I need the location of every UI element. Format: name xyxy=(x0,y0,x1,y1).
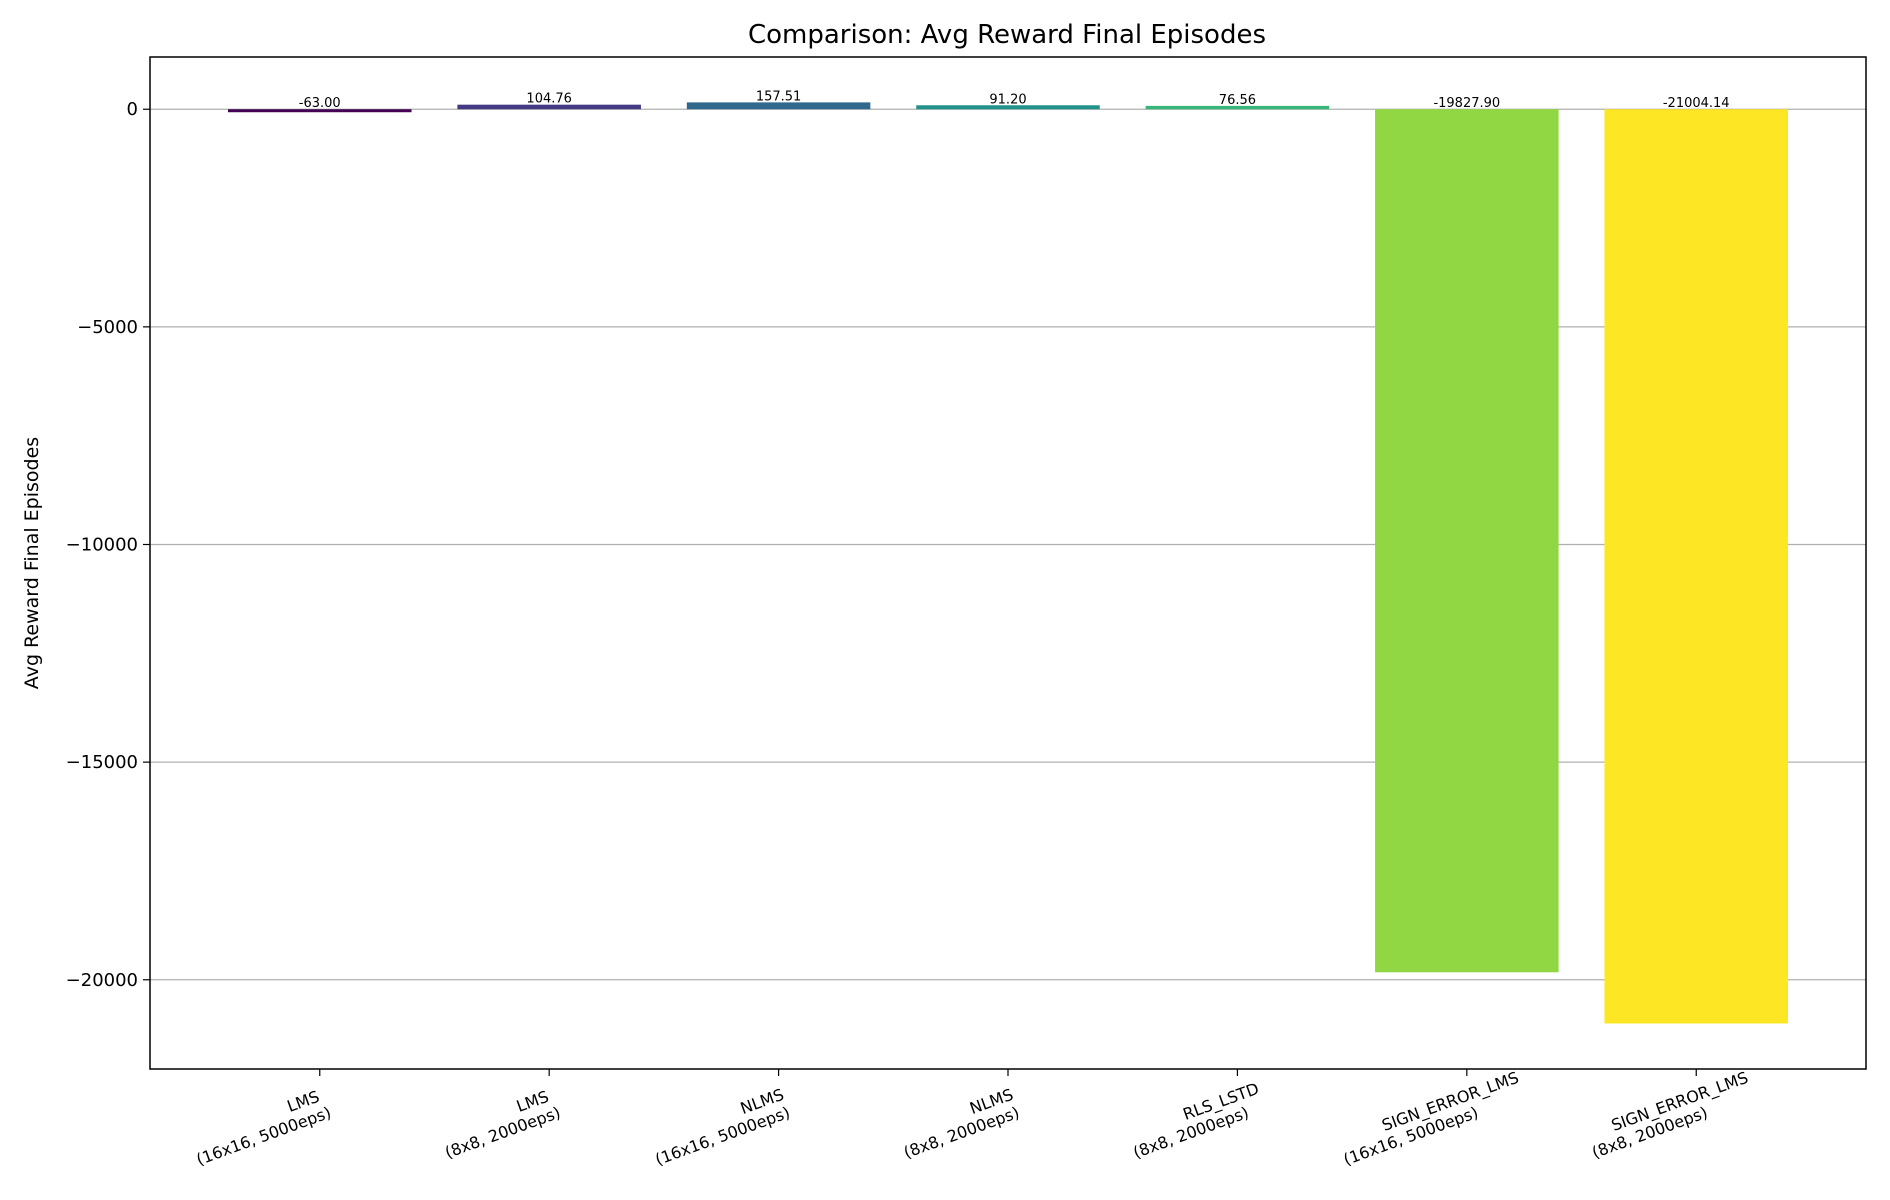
bar xyxy=(916,105,1100,110)
bar xyxy=(457,104,641,110)
y-axis-ticks: 0 −5000 −10000 −15000 −20000 xyxy=(66,99,150,991)
bars xyxy=(228,102,1788,1024)
bar xyxy=(228,109,412,113)
y-tick-label: 0 xyxy=(127,99,138,120)
y-tick-label: −5000 xyxy=(77,317,138,338)
bar-value-label: 76.56 xyxy=(1219,93,1256,108)
bar-value-label: 157.51 xyxy=(756,89,802,104)
y-tick-label: −15000 xyxy=(66,752,138,773)
bar xyxy=(1604,109,1788,1024)
bar-value-label: -19827.90 xyxy=(1433,96,1500,111)
y-axis-label: Avg Reward Final Episodes xyxy=(21,437,43,689)
bar-value-label: 91.20 xyxy=(989,92,1026,107)
bar xyxy=(1145,105,1330,110)
bar-value-labels: -63.00 104.76 157.51 91.20 76.56 -19827.90 -21… xyxy=(299,89,1730,111)
y-tick-label: −20000 xyxy=(66,970,138,991)
bar xyxy=(1375,109,1559,973)
plot-frame xyxy=(149,56,1867,1070)
bar-value-label: -63.00 xyxy=(299,96,341,111)
bar xyxy=(686,102,871,110)
chart-title: Comparison: Avg Reward Final Episodes xyxy=(748,20,1266,50)
bar-value-label: 104.76 xyxy=(526,92,572,107)
y-tick-label: −10000 xyxy=(66,535,138,556)
y-gridlines xyxy=(150,108,1866,981)
bar-value-label: -21004.14 xyxy=(1663,96,1730,111)
